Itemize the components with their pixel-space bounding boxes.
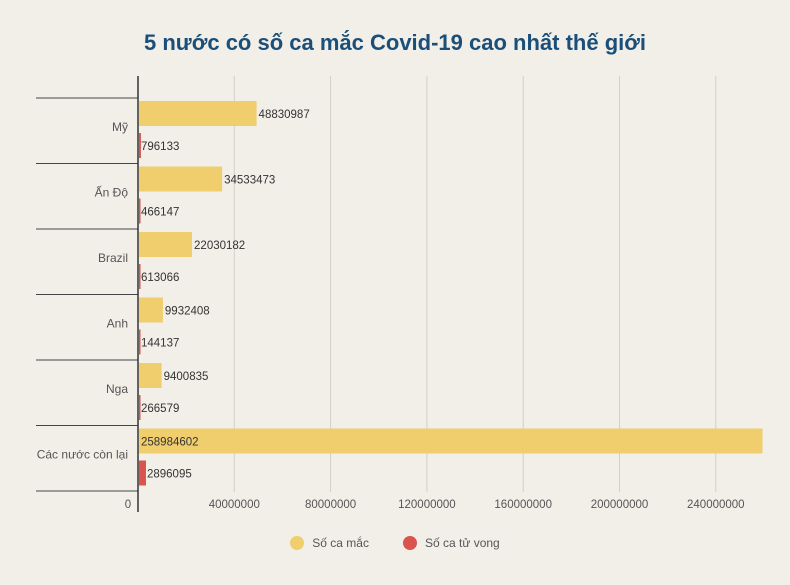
bar-cases [139, 232, 193, 257]
data-label-deaths: 2896095 [147, 469, 192, 481]
data-label-deaths: 144137 [141, 338, 179, 350]
category-label: Brazil [98, 251, 128, 265]
data-label-cases: 9932408 [165, 306, 210, 318]
legend-item-cases[interactable]: Số ca mắc [290, 536, 369, 550]
bar-deaths [139, 198, 141, 224]
category-label: Mỹ [112, 120, 128, 134]
bar-deaths [139, 460, 146, 486]
bar-deaths [139, 395, 141, 420]
data-label-deaths: 266579 [141, 403, 179, 415]
data-label-deaths: 796133 [141, 141, 179, 153]
category-label: Ấn Độ [95, 185, 129, 200]
x-tick-label: 80000000 [305, 499, 356, 511]
data-label-cases: 258984602 [141, 437, 199, 449]
x-tick-label: 200000000 [591, 499, 649, 511]
data-label-cases: 9400835 [164, 371, 209, 383]
chart-title: 5 nước có số ca mắc Covid-19 cao nhất th… [143, 30, 646, 55]
bar-deaths [139, 133, 141, 158]
category-label: Các nước còn lại [37, 448, 128, 462]
data-label-cases: 48830987 [259, 109, 310, 121]
data-label-deaths: 613066 [141, 272, 179, 284]
bar-cases [139, 101, 257, 126]
bar-cases [139, 428, 763, 454]
data-label-cases: 22030182 [194, 240, 245, 252]
legend-swatch-deaths [402, 536, 417, 550]
data-label-cases: 34533473 [224, 175, 275, 187]
x-tick-label: 160000000 [494, 499, 552, 511]
x-tick-label: 240000000 [687, 499, 745, 511]
legend-item-deaths[interactable]: Số ca tử vong [402, 536, 500, 550]
legend-label-deaths: Số ca tử vong [424, 536, 500, 550]
legend-swatch-cases [290, 536, 305, 550]
x-tick-label: 40000000 [209, 499, 260, 511]
bar-cases [139, 363, 162, 388]
category-label: Anh [107, 317, 128, 331]
bar-cases [139, 297, 163, 323]
bar-cases [139, 166, 223, 192]
legend-label-cases: Số ca mắc [312, 536, 369, 550]
bar-deaths [139, 329, 141, 355]
category-label: Nga [106, 382, 128, 396]
x-tick-label: 120000000 [398, 499, 456, 511]
x-tick-label: 0 [125, 499, 131, 511]
data-label-deaths: 466147 [141, 207, 179, 219]
bar-deaths [139, 264, 141, 289]
chart-legend: Số ca mắc Số ca tử vong [0, 536, 790, 550]
